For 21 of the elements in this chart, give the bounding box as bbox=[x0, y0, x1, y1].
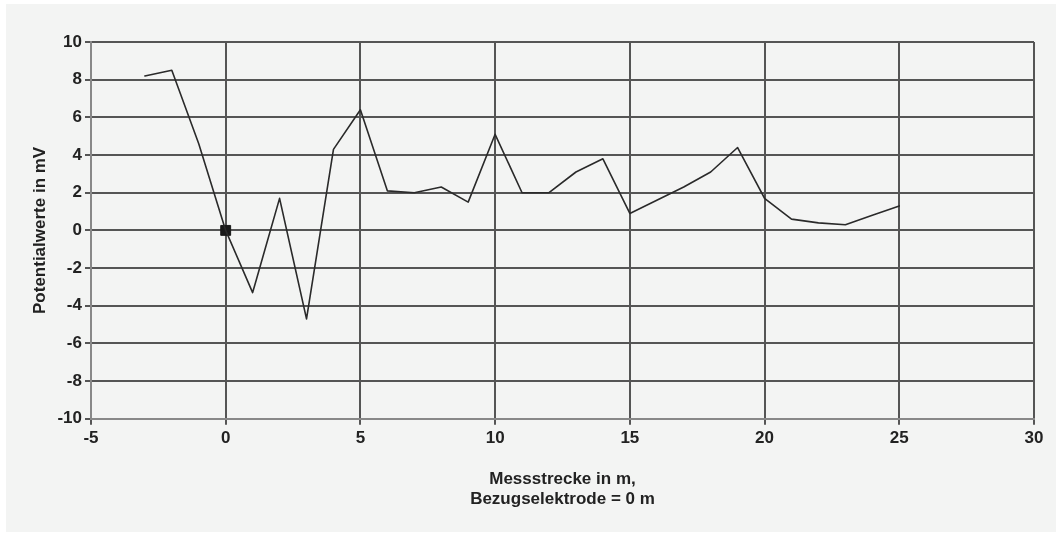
y-tick-label: 6 bbox=[72, 107, 82, 127]
y-tick-label: -2 bbox=[66, 257, 82, 277]
x-tick-label: 15 bbox=[620, 427, 640, 447]
x-tick-label: -5 bbox=[83, 427, 99, 447]
y-tick-label: 2 bbox=[72, 182, 82, 202]
y-tick-label: -6 bbox=[66, 333, 82, 353]
y-tick-label: 4 bbox=[72, 144, 83, 164]
y-tick-label: 8 bbox=[72, 69, 82, 89]
y-tick-label: -10 bbox=[57, 408, 82, 428]
x-tick-label: 5 bbox=[355, 427, 366, 447]
x-tick-label: 20 bbox=[755, 427, 775, 447]
y-axis-title: Potentialwerte in mV bbox=[29, 146, 49, 314]
y-tick-label: -4 bbox=[66, 295, 83, 315]
y-tick-label: 0 bbox=[72, 220, 82, 240]
x-tick-label: 25 bbox=[889, 427, 909, 447]
x-tick-label: 0 bbox=[220, 427, 231, 447]
y-tick-label: 10 bbox=[63, 31, 82, 51]
x-tick-label: 10 bbox=[485, 427, 505, 447]
y-tick-label: -8 bbox=[66, 370, 82, 390]
x-tick-label: 30 bbox=[1024, 427, 1044, 447]
x-axis-title: Messstrecke in m, Bezugselektrode = 0 m bbox=[470, 469, 655, 509]
